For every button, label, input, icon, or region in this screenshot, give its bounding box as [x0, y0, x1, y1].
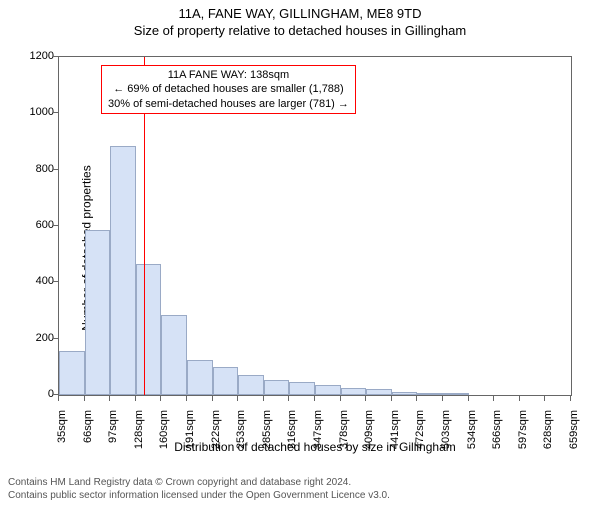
y-tick-label: 1000 [30, 106, 54, 118]
footer-line-2: Contains public sector information licen… [8, 490, 390, 503]
x-tick-label: 35sqm [56, 410, 68, 443]
x-tick [263, 396, 264, 401]
y-tick [53, 394, 58, 395]
x-tick [544, 396, 545, 401]
histogram-bar [264, 380, 290, 395]
y-tick [53, 338, 58, 339]
histogram-bar [443, 393, 469, 395]
histogram-bar [161, 315, 187, 395]
chart-title-sub: Size of property relative to detached ho… [0, 23, 600, 38]
histogram-bar [85, 230, 111, 395]
x-tick [416, 396, 417, 401]
y-tick-label: 600 [36, 219, 54, 231]
histogram-bar [136, 264, 162, 395]
y-tick-label: 800 [36, 163, 54, 175]
y-tick-label: 1200 [30, 50, 54, 62]
histogram-bar [341, 388, 367, 395]
histogram-bar [289, 382, 315, 395]
histogram-bar [392, 392, 418, 395]
x-tick [84, 396, 85, 401]
x-tick [109, 396, 110, 401]
y-tick [53, 169, 58, 170]
histogram-bar [417, 393, 443, 395]
chart-title-main: 11A, FANE WAY, GILLINGHAM, ME8 9TD [0, 6, 600, 21]
histogram-bar [213, 367, 239, 395]
annotation-line: 30% of semi-detached houses are larger (… [108, 97, 349, 111]
footer-attribution: Contains HM Land Registry data © Crown c… [8, 477, 390, 502]
x-tick [365, 396, 366, 401]
y-tick-label: 400 [36, 275, 54, 287]
x-tick [570, 396, 571, 401]
y-tick [53, 56, 58, 57]
footer-line-1: Contains HM Land Registry data © Crown c… [8, 477, 390, 490]
x-tick-label: 66sqm [82, 410, 94, 443]
histogram-bar [110, 146, 136, 395]
annotation-box: 11A FANE WAY: 138sqm← 69% of detached ho… [101, 65, 356, 114]
x-tick [391, 396, 392, 401]
y-tick-label: 200 [36, 332, 54, 344]
x-axis-label: Distribution of detached houses by size … [58, 440, 572, 454]
x-tick [442, 396, 443, 401]
x-tick [212, 396, 213, 401]
annotation-line: 11A FANE WAY: 138sqm [108, 68, 349, 82]
x-tick [288, 396, 289, 401]
histogram-bar [366, 389, 392, 395]
x-tick [314, 396, 315, 401]
x-tick [340, 396, 341, 401]
x-tick [58, 396, 59, 401]
x-tick [160, 396, 161, 401]
x-tick [186, 396, 187, 401]
histogram-bar [59, 351, 85, 395]
plot-area: 11A FANE WAY: 138sqm← 69% of detached ho… [58, 56, 572, 396]
y-tick [53, 281, 58, 282]
histogram-bar [187, 360, 213, 395]
histogram-bar [315, 385, 341, 395]
chart-container: Number of detached properties 11A FANE W… [0, 48, 600, 448]
x-tick [493, 396, 494, 401]
histogram-bar [238, 375, 264, 395]
annotation-line: ← 69% of detached houses are smaller (1,… [108, 82, 349, 96]
y-tick [53, 112, 58, 113]
x-tick [468, 396, 469, 401]
x-tick [519, 396, 520, 401]
x-tick [135, 396, 136, 401]
x-tick-label: 97sqm [107, 410, 119, 443]
x-tick [237, 396, 238, 401]
y-tick [53, 225, 58, 226]
